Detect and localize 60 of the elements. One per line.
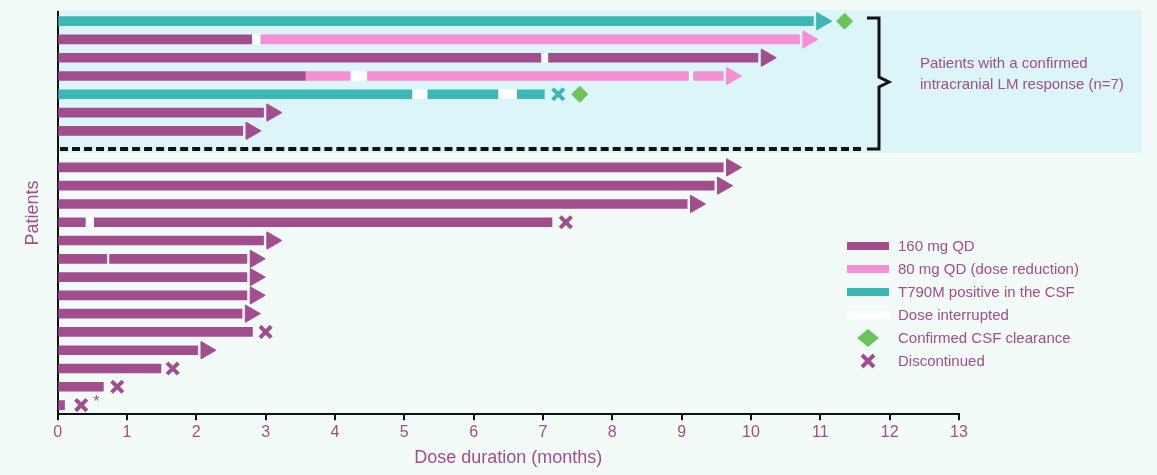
bar xyxy=(93,217,553,228)
bar xyxy=(58,381,104,392)
legend-label: 160 mg QD xyxy=(898,237,975,254)
x-tick-label: 1 xyxy=(122,423,132,441)
bar xyxy=(411,89,428,100)
bar xyxy=(58,34,253,45)
x-tick-label: 0 xyxy=(53,423,63,441)
legend-label: Confirmed CSF clearance xyxy=(898,329,1071,346)
point xyxy=(165,360,181,377)
bar xyxy=(58,253,108,264)
x-tick-label: 6 xyxy=(469,423,479,441)
bar xyxy=(516,89,545,100)
legend-label: Dose interrupted xyxy=(898,306,1009,323)
bar xyxy=(58,363,162,374)
x-tick-label: 5 xyxy=(399,423,409,441)
point xyxy=(249,267,266,287)
point xyxy=(802,30,819,49)
bar xyxy=(58,327,253,337)
bar xyxy=(85,217,94,228)
bar xyxy=(58,89,413,100)
x-tick-label: 4 xyxy=(330,423,340,441)
point xyxy=(690,194,707,214)
annotation: Patients with a confirmed intracranial LM response (n=7) xyxy=(920,53,1125,94)
x-tick-label: 10 xyxy=(742,423,760,441)
point xyxy=(266,231,283,250)
point xyxy=(200,341,217,360)
bar xyxy=(497,89,518,100)
point xyxy=(717,176,734,195)
bar xyxy=(366,71,689,81)
x-tick-label: 12 xyxy=(880,423,899,441)
x-axis-title: Dose duration (months) xyxy=(414,447,603,468)
bar xyxy=(304,71,351,81)
bar xyxy=(58,52,542,63)
point xyxy=(266,103,283,122)
point xyxy=(249,249,266,268)
x-tick-label: 9 xyxy=(677,423,687,441)
x-tick-label: 8 xyxy=(607,423,617,441)
bar xyxy=(58,400,65,410)
point xyxy=(726,158,743,177)
point xyxy=(245,121,262,140)
annotation: * xyxy=(93,393,100,412)
y-axis-title: Patients xyxy=(21,180,42,246)
legend-label: Discontinued xyxy=(898,352,985,369)
x-tick-label: 11 xyxy=(812,423,829,441)
x-tick-label: 13 xyxy=(950,423,968,441)
bar xyxy=(58,71,306,81)
x-tick-label: 2 xyxy=(191,423,201,441)
bar xyxy=(58,217,86,228)
bar xyxy=(349,71,368,81)
x-tick-label: 3 xyxy=(261,423,271,441)
legend-label: T790M positive in the CSF xyxy=(898,283,1075,300)
point xyxy=(816,11,833,31)
point xyxy=(249,286,266,305)
bar xyxy=(426,89,499,100)
bar xyxy=(540,52,549,63)
point xyxy=(726,66,743,86)
legend-label: 80 mg QD (dose reduction) xyxy=(898,260,1079,277)
point xyxy=(244,304,261,323)
point xyxy=(760,48,777,67)
x-tick-label: 7 xyxy=(538,423,548,441)
